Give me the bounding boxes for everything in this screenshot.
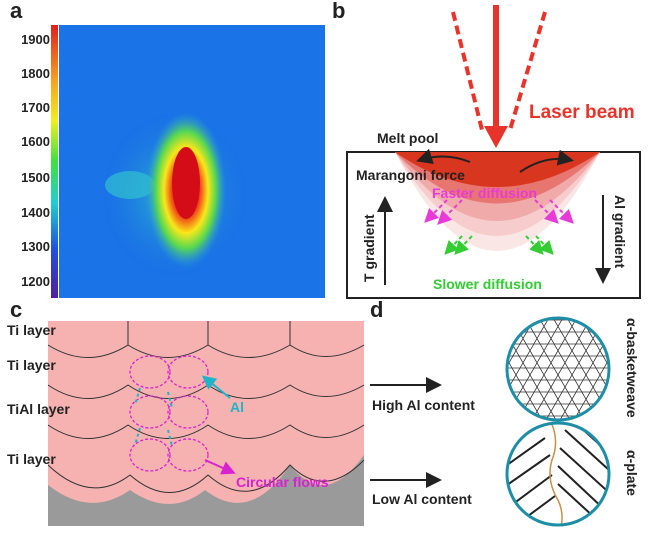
panel-d-letter: d (370, 297, 384, 322)
faster-arrow (534, 199, 559, 224)
flows-pointer-arrow (204, 459, 236, 475)
faster-arrow (549, 199, 574, 224)
slower-arrow (444, 235, 463, 255)
hot-core (172, 147, 200, 219)
circular-flows-label: Circular flows (236, 474, 329, 490)
plate-label: α-plate (624, 450, 640, 496)
laser-cone-left (451, 11, 484, 131)
laser-arrowhead (484, 126, 508, 148)
colorbar (51, 25, 58, 298)
microstructure-diagram: High Al content Low Al content α-basketw… (370, 316, 640, 527)
faster-diffusion-label: Faster diffusion (432, 185, 537, 201)
melt-pool-label: Melt pool (377, 130, 438, 146)
deposited-layers (48, 321, 364, 504)
colorbar-tick: 1700 (21, 100, 50, 115)
slower-diffusion-label: Slower diffusion (433, 276, 542, 292)
pool-layer-1 (395, 152, 600, 187)
plate-circle (505, 421, 611, 527)
laser-cone-right (508, 11, 547, 131)
high-al-label: High Al content (372, 397, 475, 413)
layer-label: Ti layer (7, 451, 56, 467)
colorbar-tick: 1300 (21, 239, 50, 254)
panel-b-letter: b (332, 0, 346, 23)
al-label: Al (230, 399, 244, 415)
basketweave-circle (505, 316, 611, 422)
al-gradient-label: Al gradient (612, 195, 628, 268)
plate-pattern (507, 423, 609, 525)
layer-label: TiAl layer (7, 401, 70, 417)
marangoni-label: Marangoni force (356, 167, 465, 183)
slower-arrow (454, 235, 473, 255)
marangoni-arrow-left (416, 148, 471, 164)
colorbar-tick: 1500 (21, 170, 50, 185)
marangoni-arrow-right (519, 149, 574, 173)
layer-label: Ti layer (7, 322, 56, 338)
panel-a-letter: a (10, 0, 23, 23)
colorbar-tick: 1200 (21, 274, 50, 289)
slower-arrow (535, 235, 554, 255)
slower-arrow (525, 235, 544, 255)
faster-arrow (424, 199, 448, 223)
thermal-image (51, 25, 325, 298)
colorbar-tick: 1600 (21, 134, 50, 149)
colorbar-tick: 1400 (21, 205, 50, 220)
t-gradient-label: T gradient (361, 214, 377, 282)
colorbar-tick: 1800 (21, 66, 50, 81)
low-al-label: Low Al content (372, 491, 472, 507)
panel-c-letter: c (10, 297, 23, 322)
al-pointer-arrow (201, 375, 231, 399)
colorbar-tick: 1900 (21, 32, 50, 47)
laser-label: Laser beam (529, 102, 635, 123)
basketweave-pattern (507, 318, 609, 420)
layer-diagram: Ti layer Ti layer TiAl layer Ti layer Al… (7, 320, 365, 526)
layer-label: Ti layer (7, 357, 56, 373)
basketweave-label: α-basketweave (624, 318, 640, 418)
faster-arrow (437, 199, 463, 225)
melt-pool-diagram: Laser beam Melt pool Marangoni force Fas… (346, 5, 641, 299)
